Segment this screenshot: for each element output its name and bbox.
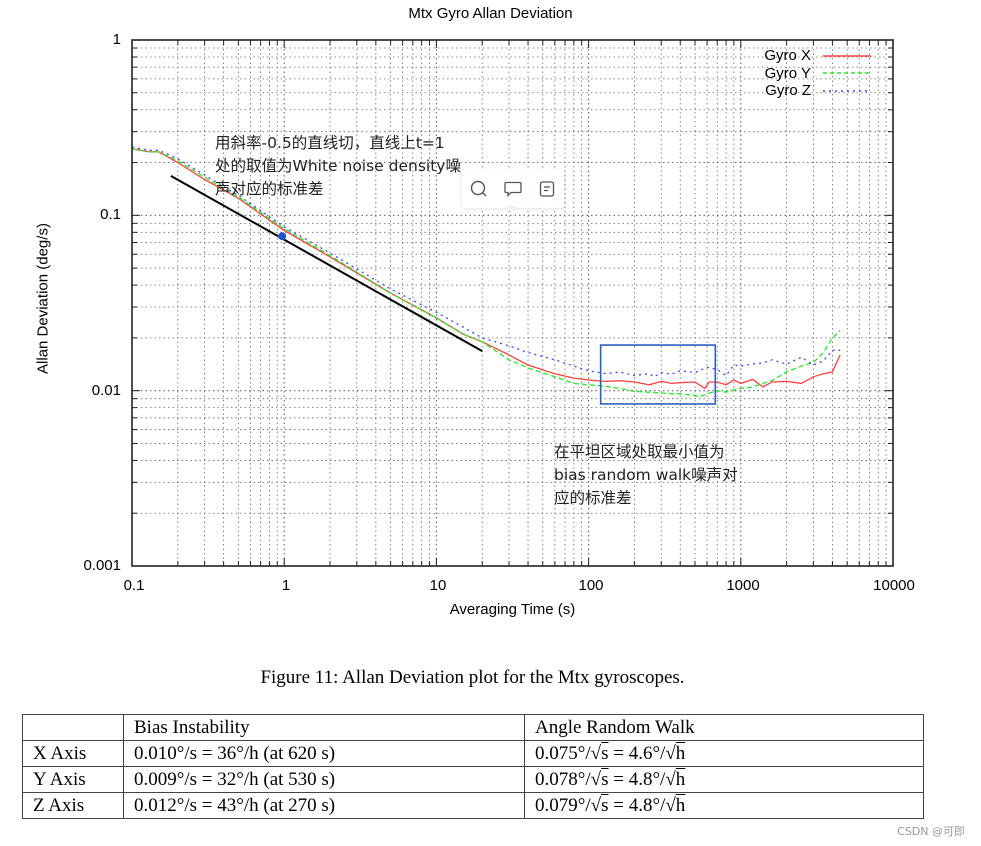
legend-label: Gyro Y: [764, 64, 811, 82]
watermark: CSDN @可即: [897, 825, 965, 838]
annotation-line: 处的取值为White noise density噪: [215, 157, 461, 175]
x-tick-1: 1: [281, 577, 291, 594]
legend-label: Gyro Z: [765, 82, 811, 99]
annotation-line: 在平坦区域处取最小值为: [554, 443, 725, 461]
noise-parameters-table: Bias Instability Angle Random Walk X Axi…: [22, 714, 924, 819]
legend-item-gyro-z: Gyro Z: [764, 82, 873, 100]
table-row: Y Axis 0.009°/s = 32°/h (at 530 s) 0.078…: [22, 766, 924, 793]
series-gyro-y: [131, 148, 841, 398]
y-tick-0.01: 0.01: [91, 382, 121, 399]
arw-unit: s: [601, 794, 609, 816]
arw-unit: h: [675, 768, 686, 790]
toolbar-pointer: [505, 206, 517, 212]
y-axis-label: Allan Deviation (deg/s): [34, 223, 52, 374]
arw-value: = 4.8°/: [608, 794, 666, 816]
table-row: Z Axis 0.012°/s = 43°/h (at 270 s) 0.079…: [22, 792, 924, 819]
x-tick-10000: 10000: [873, 577, 915, 594]
y-tick-0.001: 0.001: [83, 557, 121, 574]
allan-deviation-plot: [131, 39, 894, 567]
note-button[interactable]: [536, 178, 558, 200]
arw-value: 0.079°/: [535, 794, 591, 816]
floating-toolbar: [462, 170, 564, 208]
plot-series: [131, 146, 841, 398]
arw-unit: s: [601, 742, 609, 764]
legend-swatch-solid: [823, 55, 871, 57]
flat-region-box: [599, 344, 717, 405]
plot-grid: [131, 40, 893, 567]
table-header-row: Bias Instability Angle Random Walk: [22, 714, 924, 741]
annotation-line: 声对应的标准差: [215, 180, 324, 198]
white-noise-annotation: 用斜率-0.5的直线切，直线上t=1 处的取值为White noise dens…: [215, 132, 461, 201]
angle-random-walk-cell: 0.075°/√s = 4.6°/√h: [524, 740, 924, 767]
annotation-line: bias random walk噪声对: [554, 466, 738, 484]
legend-item-gyro-x: Gyro X: [764, 47, 873, 65]
y-tick-1: 1: [112, 31, 121, 48]
plot-annotations: [170, 174, 717, 405]
comment-button[interactable]: [502, 178, 524, 200]
angle-random-walk-cell: 0.078°/√s = 4.8°/√h: [524, 766, 924, 793]
arw-value: 0.075°/: [535, 742, 591, 764]
search-button[interactable]: [468, 178, 490, 200]
arw-unit: s: [601, 768, 609, 790]
note-icon: [539, 181, 555, 197]
legend-item-gyro-y: Gyro Y: [764, 65, 873, 83]
x-tick-100: 100: [578, 577, 604, 594]
arw-unit: h: [675, 742, 686, 764]
arw-value: 0.078°/: [535, 768, 591, 790]
axis-cell: Y Axis: [22, 766, 124, 793]
search-icon: [470, 180, 487, 197]
angle-random-walk-cell: 0.079°/√s = 4.8°/√h: [524, 792, 924, 819]
arw-value: = 4.6°/: [608, 742, 666, 764]
table-header-cell: Angle Random Walk: [524, 714, 924, 741]
annotation-line: 应的标准差: [554, 489, 632, 507]
arw-unit: h: [675, 794, 686, 816]
bias-instability-cell: 0.010°/s = 36°/h (at 620 s): [123, 740, 525, 767]
bias-instability-cell: 0.009°/s = 32°/h (at 530 s): [123, 766, 525, 793]
tangent-line: [170, 174, 483, 353]
legend-label: Gyro X: [764, 47, 811, 64]
series-gyro-x: [131, 148, 841, 390]
tangent-point-marker: [278, 232, 287, 241]
x-tick-10: 10: [429, 577, 447, 594]
x-axis-label: Averaging Time (s): [449, 601, 576, 618]
bias-instability-cell: 0.012°/s = 43°/h (at 270 s): [123, 792, 525, 819]
table-row: X Axis 0.010°/s = 36°/h (at 620 s) 0.075…: [22, 740, 924, 767]
legend-swatch-dotted: [823, 90, 869, 92]
arw-value: = 4.8°/: [608, 768, 666, 790]
chart-legend: Gyro X Gyro Y Gyro Z: [764, 47, 873, 100]
comment-icon: [504, 181, 522, 198]
x-tick-1000: 1000: [726, 577, 760, 594]
y-tick-0.1: 0.1: [100, 206, 121, 223]
bias-random-walk-annotation: 在平坦区域处取最小值为 bias random walk噪声对 应的标准差: [554, 441, 738, 510]
table-header-cell: [22, 714, 124, 741]
table-header-cell: Bias Instability: [123, 714, 525, 741]
legend-swatch-dashed: [823, 72, 871, 74]
annotation-line: 用斜率-0.5的直线切，直线上t=1: [215, 134, 445, 152]
axis-cell: Z Axis: [22, 792, 124, 819]
x-tick-0.1: 0.1: [123, 577, 145, 594]
plot-frame: [131, 39, 894, 567]
figure-caption: Figure 11: Allan Deviation plot for the …: [260, 667, 685, 688]
axis-cell: X Axis: [22, 740, 124, 767]
chart-title: Mtx Gyro Allan Deviation: [408, 5, 573, 22]
